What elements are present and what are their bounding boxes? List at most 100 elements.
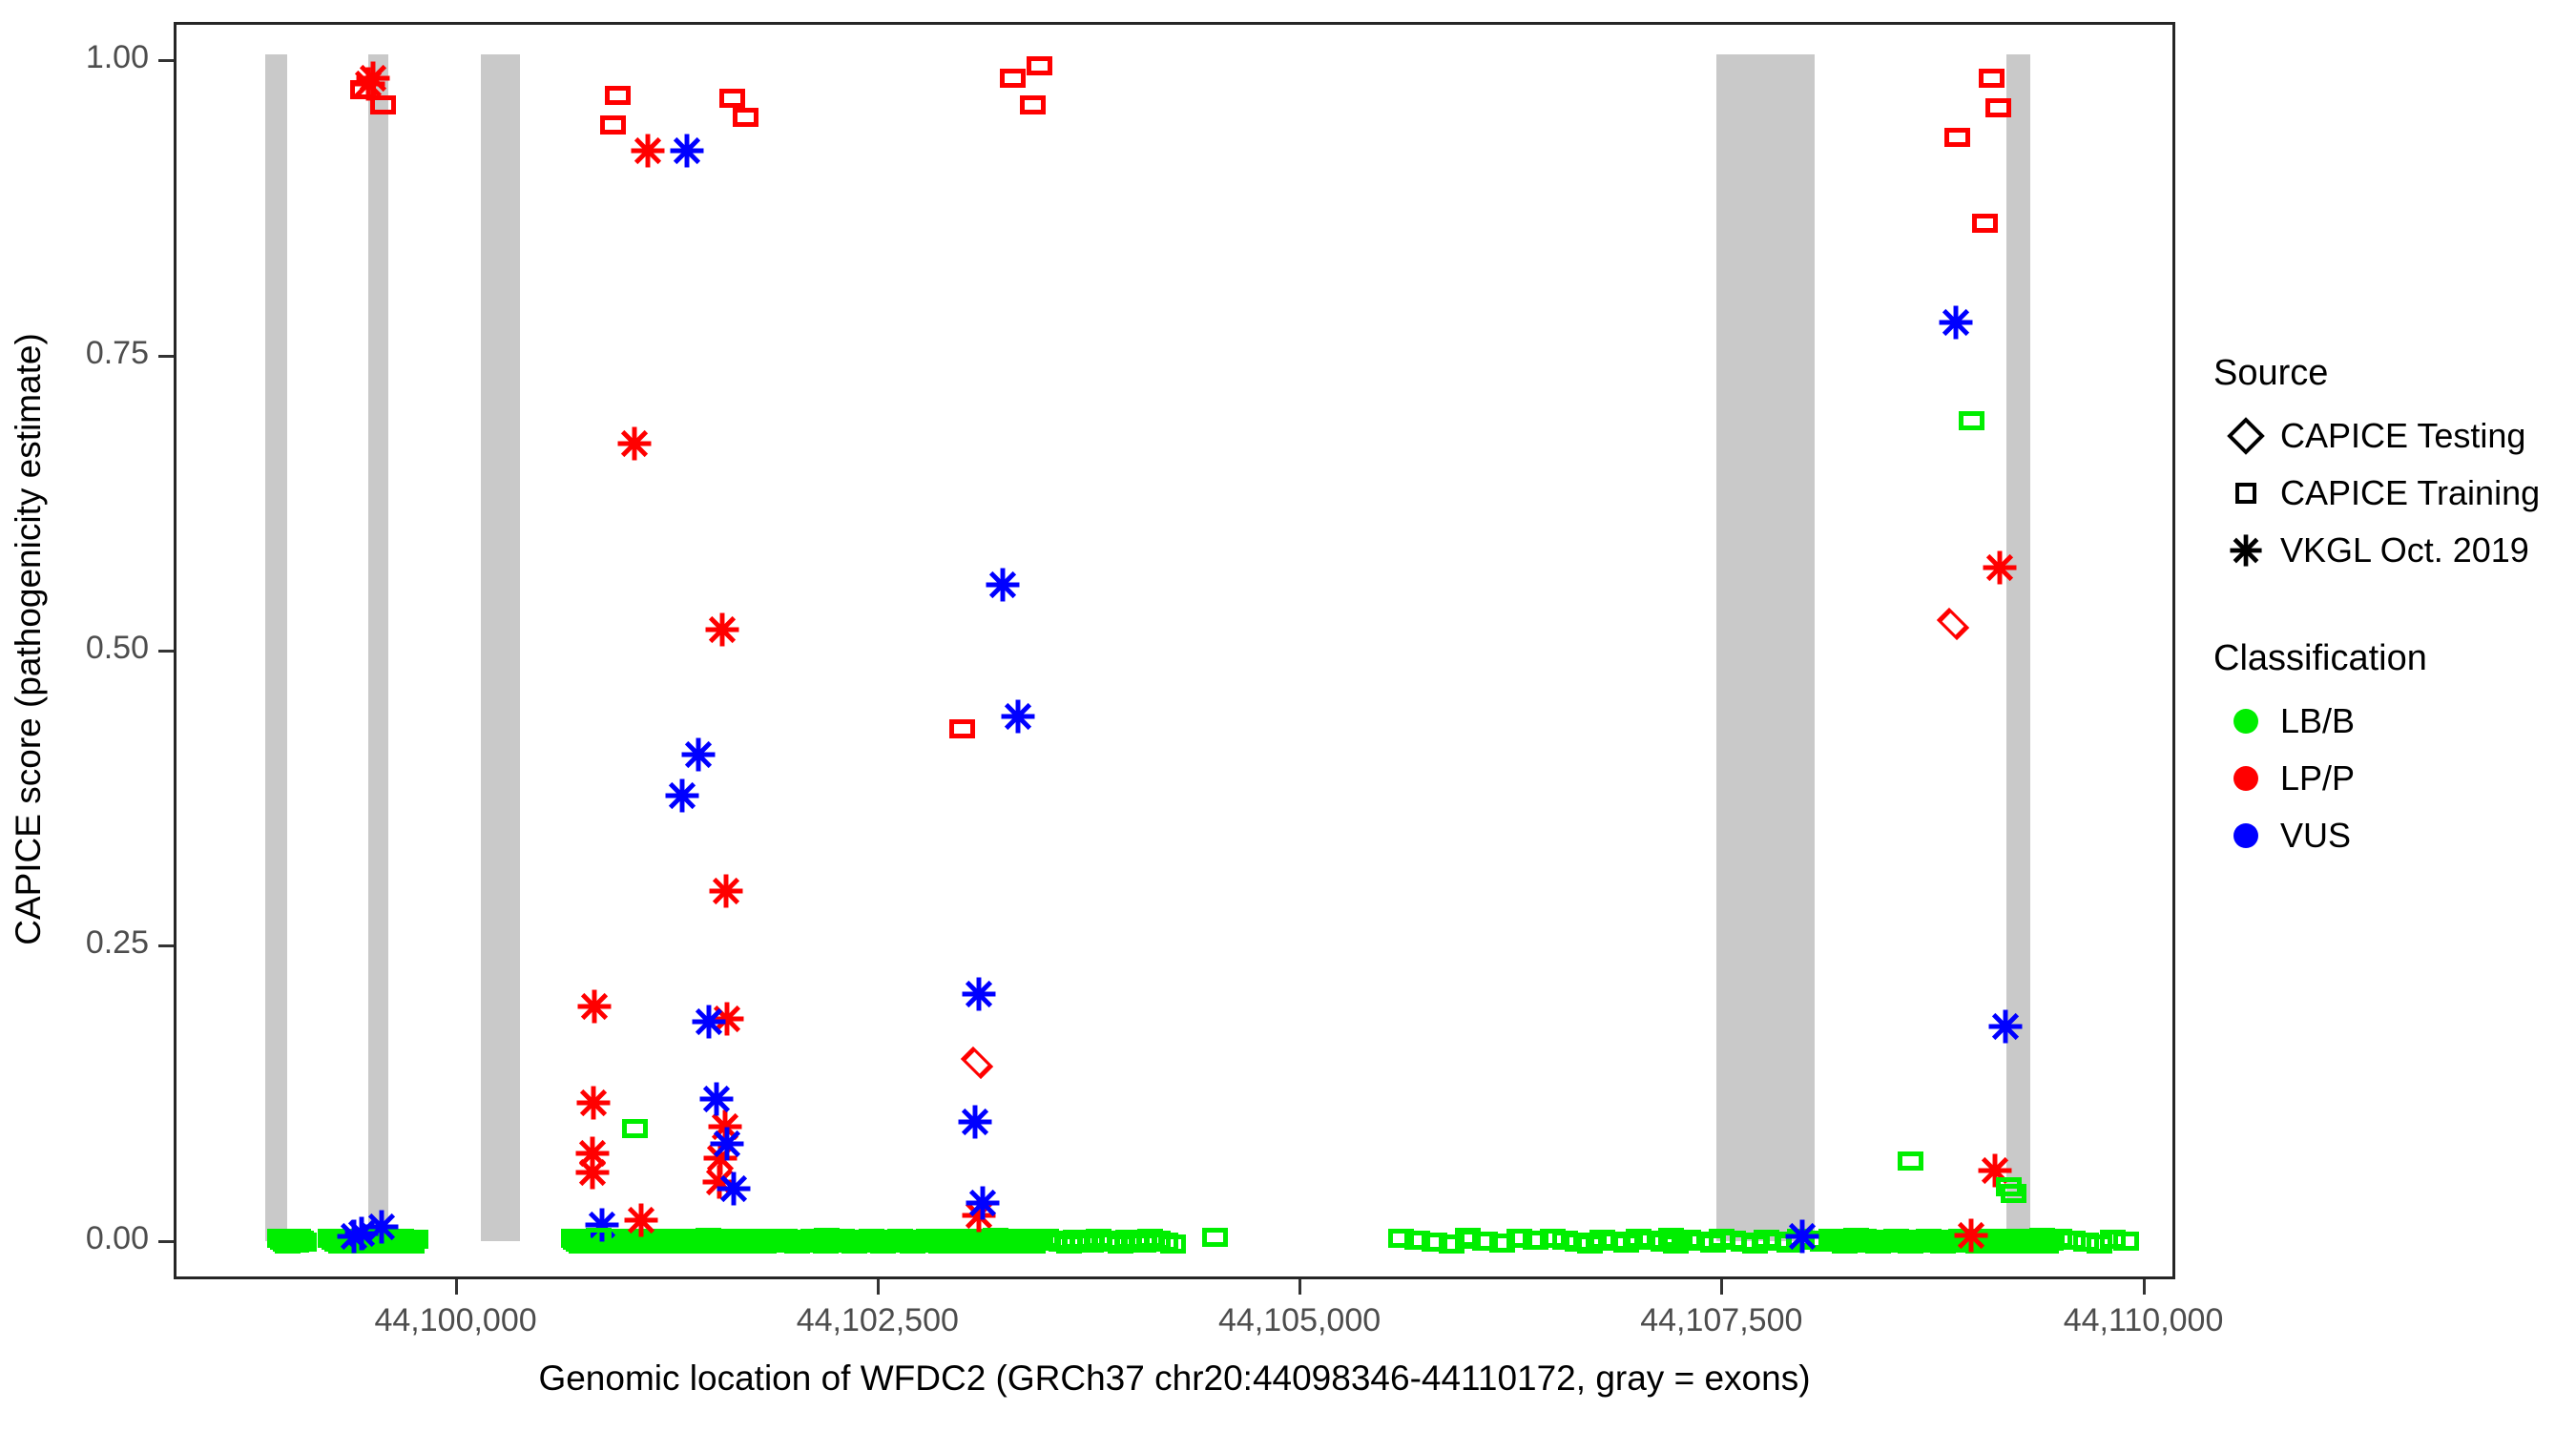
data-point-lbb xyxy=(560,1228,587,1248)
data-point-lbb xyxy=(737,1231,763,1251)
data-point-lbb xyxy=(961,1230,987,1250)
data-point-lbb xyxy=(979,1230,1006,1250)
data-point-lbb xyxy=(606,1231,633,1251)
data-point-lbb xyxy=(821,1231,847,1251)
legend-item[interactable]: VKGL Oct. 2019 xyxy=(2212,522,2565,579)
data-point-lbb xyxy=(327,1234,354,1255)
data-point-lbb xyxy=(1883,1228,1910,1248)
data-point-lbb xyxy=(763,1230,790,1250)
data-point-lbb xyxy=(1130,1234,1156,1254)
data-point-lbb xyxy=(932,1229,959,1249)
data-point-lbb xyxy=(656,1232,683,1252)
exon-band xyxy=(367,53,388,1241)
data-point-lbb xyxy=(1017,1232,1044,1252)
data-point-lbb xyxy=(596,1230,623,1250)
data-point-vus xyxy=(709,1126,745,1162)
data-point-lbb xyxy=(1613,1234,1640,1254)
legend-title: Source xyxy=(2213,353,2329,393)
data-point-lpp xyxy=(961,1046,994,1080)
data-point-lbb xyxy=(870,1234,897,1255)
data-point-lbb xyxy=(753,1229,779,1249)
legend-item[interactable]: CAPICE Testing xyxy=(2212,407,2565,465)
y-tick-label: 0.75 xyxy=(85,334,149,371)
data-point-lbb xyxy=(324,1232,351,1252)
data-point-lbb xyxy=(804,1230,831,1250)
data-point-lbb xyxy=(1818,1228,1844,1248)
data-point-lbb xyxy=(940,1228,966,1248)
data-point-lbb xyxy=(1897,1151,1923,1171)
data-point-lbb xyxy=(649,1234,675,1254)
data-point-lbb xyxy=(630,1234,656,1254)
data-point-lbb xyxy=(911,1234,938,1254)
data-point-lpp xyxy=(1978,68,2005,88)
data-point-lpp xyxy=(1953,1217,1989,1254)
data-point-lpp xyxy=(948,718,975,738)
data-point-lbb xyxy=(687,1228,714,1248)
data-point-lbb xyxy=(991,1234,1018,1254)
y-tick-mark xyxy=(158,59,174,63)
data-point-lbb xyxy=(1020,1234,1047,1255)
data-point-lbb xyxy=(617,1230,644,1250)
data-point-lbb xyxy=(580,1230,607,1250)
data-point-lbb xyxy=(344,1230,371,1250)
data-point-lbb xyxy=(829,1228,856,1248)
x-tick-mark xyxy=(1298,1279,1302,1295)
data-point-lbb xyxy=(1850,1228,1877,1248)
data-point-lbb xyxy=(1827,1232,1854,1252)
data-point-lbb xyxy=(1822,1230,1849,1250)
data-point-lbb xyxy=(817,1229,843,1249)
data-point-lpp xyxy=(604,86,631,106)
data-point-lbb xyxy=(1202,1228,1229,1248)
data-point-lbb xyxy=(1901,1229,1928,1249)
data-point-lbb xyxy=(1888,1230,1914,1250)
data-point-lbb xyxy=(1965,1234,1992,1255)
data-point-lbb xyxy=(1387,1228,1414,1248)
data-point-lbb xyxy=(1675,1229,1702,1249)
data-point-lbb xyxy=(2027,1230,2054,1250)
data-point-lpp xyxy=(576,988,613,1025)
data-point-lpp xyxy=(704,612,740,648)
data-point-lbb xyxy=(796,1234,822,1254)
legend-item[interactable]: LP/P xyxy=(2212,750,2565,807)
data-point-lbb xyxy=(1070,1231,1097,1251)
y-tick-label: 0.50 xyxy=(85,630,149,666)
legend-item-label: VUS xyxy=(2280,816,2352,855)
data-point-lbb xyxy=(735,1229,761,1249)
data-point-lbb xyxy=(915,1228,942,1248)
data-point-lbb xyxy=(395,1232,422,1252)
data-point-lbb xyxy=(1472,1231,1499,1251)
data-point-lbb xyxy=(776,1230,802,1250)
data-point-lpp xyxy=(708,873,744,909)
data-point-lbb xyxy=(664,1231,691,1251)
legend-asterisk-icon xyxy=(2212,522,2280,579)
data-point-lbb xyxy=(1014,1230,1041,1250)
data-point-lbb xyxy=(1967,1229,1994,1249)
data-point-lbb xyxy=(609,1234,635,1254)
data-point-lbb xyxy=(1551,1230,1578,1250)
x-tick-label: 44,110,000 xyxy=(2063,1302,2224,1338)
data-point-lbb xyxy=(2100,1229,2127,1249)
x-tick-label: 44,107,500 xyxy=(1640,1302,1803,1338)
legend-item[interactable]: LB/B xyxy=(2212,693,2565,750)
data-point-vus xyxy=(664,778,700,814)
data-point-lbb xyxy=(563,1230,590,1250)
data-point-lbb xyxy=(971,1231,998,1251)
data-point-lbb xyxy=(633,1228,659,1248)
legend-item[interactable]: VUS xyxy=(2212,807,2565,864)
data-point-lpp xyxy=(709,1001,745,1037)
data-point-lbb xyxy=(594,1228,621,1248)
legend-item-label: CAPICE Training xyxy=(2280,473,2541,512)
data-point-lbb xyxy=(621,1119,648,1139)
data-point-lbb xyxy=(854,1234,881,1254)
data-point-lbb xyxy=(714,1234,740,1255)
data-point-lbb xyxy=(1626,1228,1652,1248)
data-point-lbb xyxy=(1601,1231,1628,1251)
plot-area xyxy=(177,25,2172,1276)
data-point-lbb xyxy=(661,1229,688,1249)
legend-item[interactable]: CAPICE Training xyxy=(2212,465,2565,522)
y-tick-mark xyxy=(158,354,174,358)
data-point-lbb xyxy=(1004,1229,1030,1249)
data-point-lbb xyxy=(742,1228,769,1248)
data-point-lbb xyxy=(899,1234,925,1255)
data-point-lbb xyxy=(669,1228,696,1248)
